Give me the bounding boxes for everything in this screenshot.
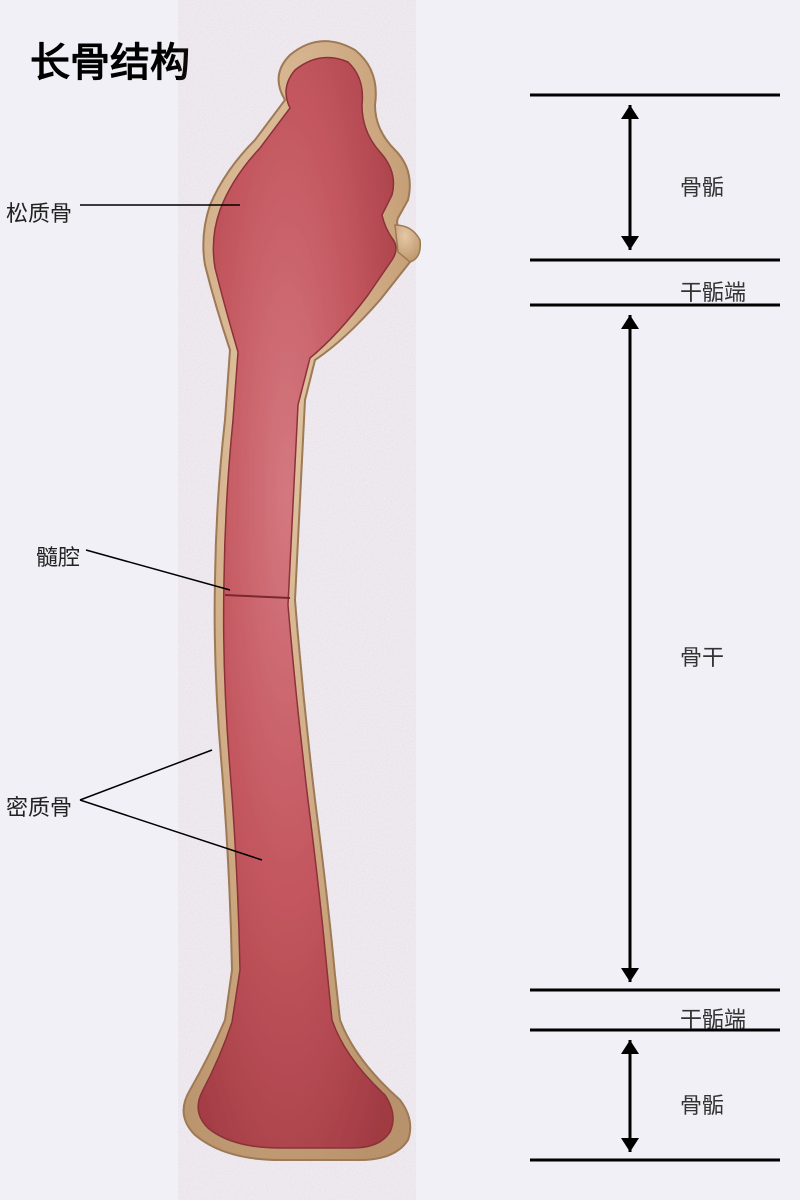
region-arrows [621,105,639,1152]
label-compact-bone: 密质骨 [6,790,72,822]
region-label-diaphysis: 骨干 [680,640,724,672]
bone-inner-shape [198,58,396,1149]
region-label-metaphysis-bottom: 干骺端 [680,1002,746,1034]
region-divider-lines [530,95,780,1160]
region-label-epiphysis-bottom: 骨骺 [680,1088,724,1120]
label-medullary-cavity: 髓腔 [36,540,80,572]
label-spongy-bone: 松质骨 [6,196,72,228]
region-label-epiphysis-top: 骨骺 [680,170,724,202]
region-label-metaphysis-top: 干骺端 [680,275,746,307]
